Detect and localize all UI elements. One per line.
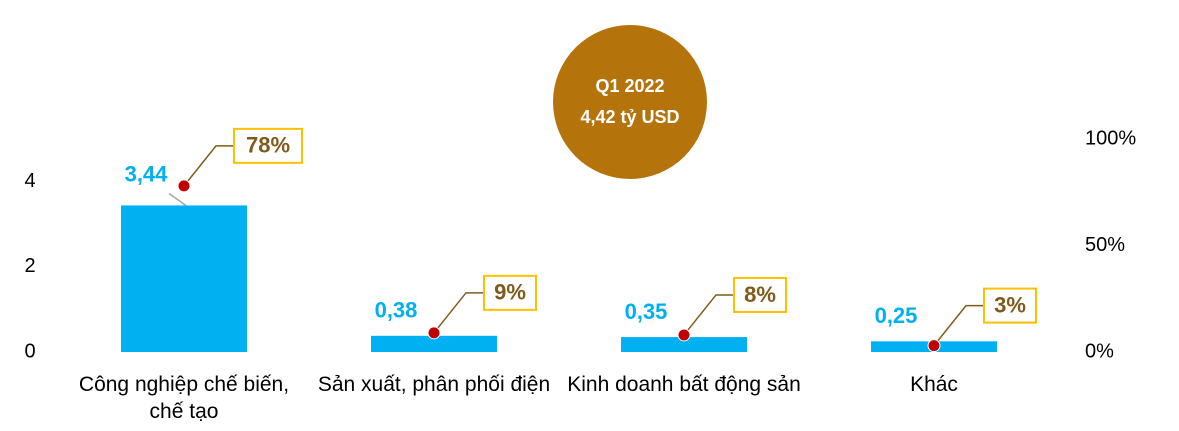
x-tick-label: Sản xuất, phân phối điện: [317, 373, 551, 396]
value-label: 0,38: [375, 298, 418, 323]
pointer: [183, 145, 234, 187]
share-dot: [177, 179, 191, 193]
x-tick-label: Kinh doanh bất động sản: [567, 373, 801, 396]
y2-tick-label: 0%: [1085, 340, 1114, 362]
share-label: 3%: [994, 292, 1026, 317]
value-label: 3,44: [125, 161, 169, 186]
y-tick-label: 4: [24, 170, 35, 192]
bar: [621, 337, 747, 352]
value-label: 0,25: [875, 303, 918, 328]
value-label: 0,35: [625, 299, 668, 324]
x-tick-label: Công nghiệp chế biến, chế tạo: [78, 373, 290, 423]
bar: [371, 335, 497, 352]
annotation-text: Q1 2022: [595, 76, 664, 96]
y2-tick-label: 50%: [1085, 234, 1125, 256]
y2-tick-label: 100%: [1085, 127, 1136, 149]
pointer: [433, 292, 484, 334]
share-box: [733, 276, 787, 313]
share-label: 78%: [246, 133, 290, 158]
y-tick-label: 0: [24, 340, 35, 362]
share-dot: [427, 326, 441, 340]
share-box: [483, 274, 537, 311]
annotation-circle: [553, 25, 707, 179]
share-box: [233, 127, 303, 164]
bar: [121, 205, 247, 352]
share-dot: [927, 339, 941, 353]
x-tick-label: Khác: [910, 373, 958, 396]
share-box: [983, 287, 1037, 324]
pointer: [933, 304, 984, 347]
annotation-text: 4,42 tỷ USD: [580, 107, 679, 127]
y-tick-label: 2: [24, 255, 35, 277]
leader: [168, 192, 187, 207]
share-dot: [677, 328, 691, 342]
share-label: 8%: [744, 282, 776, 307]
pointer: [683, 294, 734, 336]
share-label: 9%: [494, 280, 526, 305]
